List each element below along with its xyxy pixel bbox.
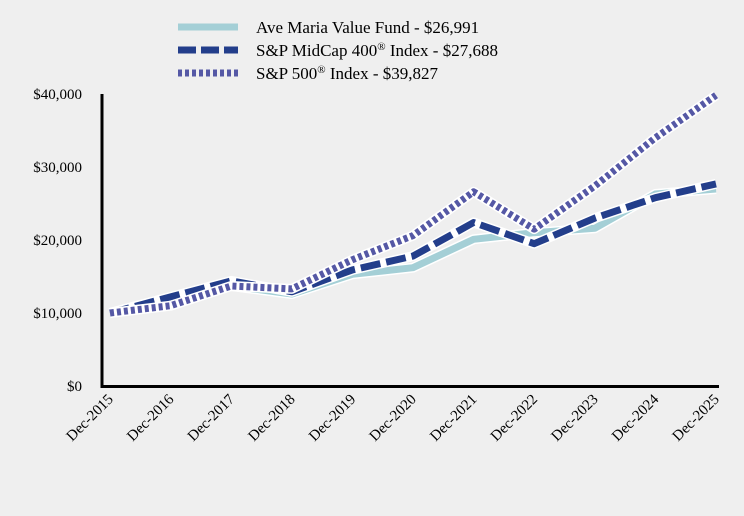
legend: Ave Maria Value Fund - $26,991 S&P MidCap… bbox=[178, 18, 498, 83]
x-tick-label: Dec-2021 bbox=[427, 392, 480, 445]
x-tick-label: Dec-2022 bbox=[488, 392, 541, 445]
y-tick-label: $0 bbox=[67, 379, 82, 395]
y-tick-label: $10,000 bbox=[33, 306, 82, 322]
legend-label: Ave Maria Value Fund - $26,991 bbox=[256, 18, 479, 37]
x-tick-label: Dec-2015 bbox=[64, 392, 117, 445]
x-tick-label: Dec-2016 bbox=[124, 391, 177, 444]
series-lines bbox=[108, 91, 719, 318]
y-tick-label: $30,000 bbox=[33, 160, 82, 176]
x-tick-labels: Dec-2015 Dec-2016 Dec-2017 Dec-2018 Dec-2019… bbox=[64, 391, 723, 444]
x-tick-label: Dec-2019 bbox=[306, 392, 359, 445]
x-tick-label: Dec-2024 bbox=[609, 391, 662, 444]
x-tick-label: Dec-2020 bbox=[367, 392, 420, 445]
x-tick-label: Dec-2018 bbox=[245, 392, 298, 445]
x-tick-label: Dec-2023 bbox=[548, 392, 601, 445]
legend-label: S&P 500® Index - $39,827 bbox=[256, 64, 438, 83]
y-tick-label: $40,000 bbox=[33, 87, 82, 103]
x-tick-label: Dec-2017 bbox=[185, 391, 238, 444]
x-tick-label: Dec-2025 bbox=[670, 392, 723, 445]
legend-label: S&P MidCap 400® Index - $27,688 bbox=[256, 41, 498, 60]
y-tick-label: $20,000 bbox=[33, 233, 82, 249]
y-tick-labels: $0 $10,000 $20,000 $30,000 $40,000 bbox=[33, 87, 82, 395]
